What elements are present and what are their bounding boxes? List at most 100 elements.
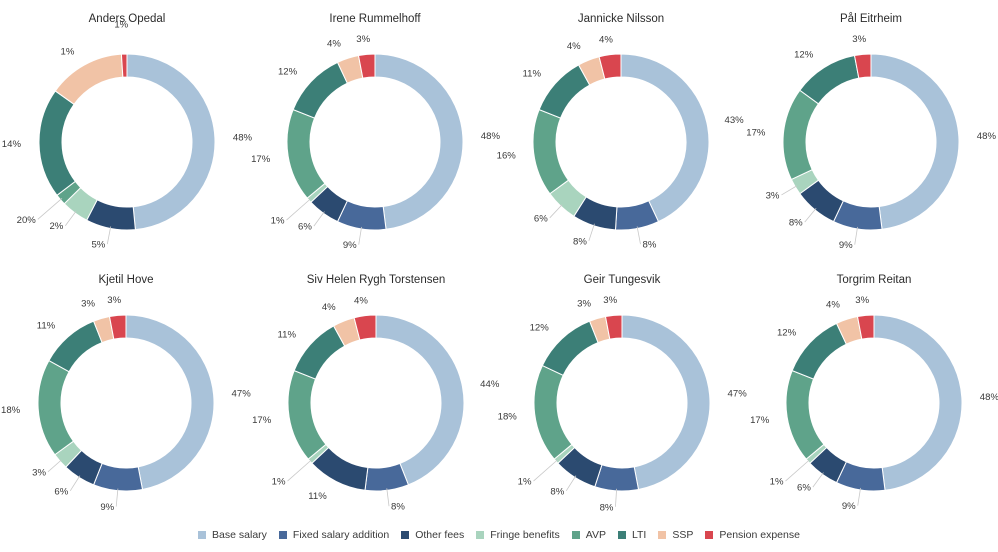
leader-line — [65, 211, 77, 226]
data-label: 47% — [728, 389, 748, 400]
donut-chart-2: Irene Rummelhoff 48% 9% 6% 1% 17% 12% 4% 3% — [251, 13, 500, 251]
leader-line — [588, 223, 595, 242]
data-label: 48% — [481, 131, 501, 142]
legend-swatch — [658, 531, 667, 539]
data-label: 3% — [81, 299, 95, 310]
slice-avp — [37, 359, 75, 456]
legend-label: Pension expense — [719, 529, 800, 541]
chart-title: Torgrim Reitan — [837, 274, 912, 286]
data-label: 3% — [32, 467, 46, 478]
data-label: 48% — [977, 131, 997, 142]
slice-fixed-salary-addition — [364, 462, 410, 492]
leader-line — [313, 211, 325, 227]
data-label: 6% — [298, 222, 312, 233]
data-label: 3% — [855, 295, 869, 306]
legend-item: Pension expense — [705, 529, 800, 541]
legend-label: Fringe benefits — [490, 529, 560, 541]
slice-avp — [785, 369, 825, 460]
data-label: 8% — [573, 236, 587, 247]
donut-chart-1: Anders Opedal 48% 5% 2% 20% 14% 1% 1% — [2, 13, 253, 251]
donut-chart-7: Geir Tungesvik 47% 8% 8% 1% 18% 12% 3% 3% — [498, 274, 748, 513]
data-label: 48% — [233, 133, 253, 144]
legend-item: Fixed salary addition — [278, 529, 389, 541]
slice-lti — [38, 90, 76, 196]
slice-lti — [541, 320, 599, 376]
legend-label: LTI — [631, 529, 647, 541]
chart-title: Pål Eitrheim — [840, 13, 902, 25]
data-label: 4% — [322, 302, 336, 313]
data-label: 3% — [107, 295, 121, 306]
data-label: 1% — [61, 47, 75, 58]
data-label: 11% — [277, 330, 296, 341]
data-label: 48% — [980, 392, 998, 403]
chart-title: Siv Helen Rygh Torstensen — [307, 274, 446, 286]
data-label: 2% — [49, 221, 63, 232]
leader-line — [785, 459, 810, 482]
donut-chart-4: Pål Eitrheim 48% 9% 8% 3% 17% 12% 3% — [746, 13, 996, 251]
leader-line — [854, 226, 858, 245]
slice-pension-expense — [108, 314, 127, 340]
legend-swatch — [198, 531, 207, 539]
data-label: 6% — [797, 483, 811, 494]
data-label: 43% — [724, 115, 744, 126]
slice-base-salary — [620, 53, 710, 223]
chart-title: Geir Tungesvik — [584, 274, 661, 286]
slice-lti — [292, 61, 348, 119]
data-label: 11% — [37, 320, 56, 331]
legend-item: LTI — [617, 529, 647, 541]
leader-line — [386, 488, 390, 507]
chart-title: Irene Rummelhoff — [329, 13, 421, 25]
data-label: 17% — [750, 415, 770, 426]
legend-item: Fringe benefits — [476, 529, 560, 541]
data-label: 12% — [530, 323, 550, 334]
slice-lti — [293, 325, 346, 380]
data-label: 18% — [498, 412, 518, 423]
data-label: 3% — [577, 299, 591, 310]
slice-pension-expense — [604, 314, 623, 340]
donut-chart-6: Siv Helen Rygh Torstensen 44% 8% 11% 1% 17% 11… — [252, 274, 500, 513]
data-label: 9% — [100, 502, 114, 513]
slice-fixed-salary-addition — [594, 464, 640, 492]
leader-line — [286, 198, 311, 221]
donut-chart-3: Jannicke Nilsson 43% 8% 8% 6% 16% 11% 4% 4% — [497, 13, 745, 251]
leader-line — [565, 475, 577, 492]
legend-swatch — [571, 531, 580, 539]
data-label: 12% — [777, 327, 797, 338]
data-label: 17% — [252, 415, 272, 426]
data-label: 8% — [391, 502, 405, 513]
legend-swatch — [617, 531, 626, 539]
legend-label: SSP — [672, 529, 694, 541]
data-label: 11% — [522, 69, 541, 80]
slice-avp — [533, 364, 573, 460]
data-label: 6% — [54, 486, 68, 497]
slice-pension-expense — [853, 53, 872, 79]
leader-line — [69, 475, 81, 492]
legend-item: AVP — [571, 529, 606, 541]
legend-label: Base salary — [212, 529, 267, 541]
donut-chart-5: Kjetil Hove 47% 9% 6% 3% 18% 11% 3% 3% — [1, 274, 251, 513]
slice-lti — [799, 54, 860, 105]
slice-lti — [538, 64, 591, 119]
legend-swatch — [476, 531, 485, 539]
leader-line — [549, 204, 563, 219]
slice-base-salary — [621, 314, 711, 491]
slice-avp — [286, 108, 326, 199]
data-label: 8% — [789, 218, 803, 229]
data-label: 20% — [17, 215, 37, 226]
data-label: 3% — [356, 34, 370, 45]
slice-base-salary — [125, 314, 215, 491]
legend-item: SSP — [658, 529, 693, 541]
leader-line — [804, 208, 817, 223]
data-label: 1% — [518, 477, 532, 488]
slice-pension-expense — [856, 314, 875, 340]
legend-label: AVP — [585, 529, 606, 541]
data-label: 3% — [603, 295, 617, 306]
slice-base-salary — [375, 314, 465, 486]
chart-title: Kjetil Hove — [99, 274, 154, 286]
data-label: 14% — [2, 139, 22, 150]
data-label: 12% — [794, 50, 814, 61]
data-label: 4% — [567, 41, 581, 52]
legend-swatch — [278, 531, 287, 539]
leader-line — [37, 198, 63, 220]
